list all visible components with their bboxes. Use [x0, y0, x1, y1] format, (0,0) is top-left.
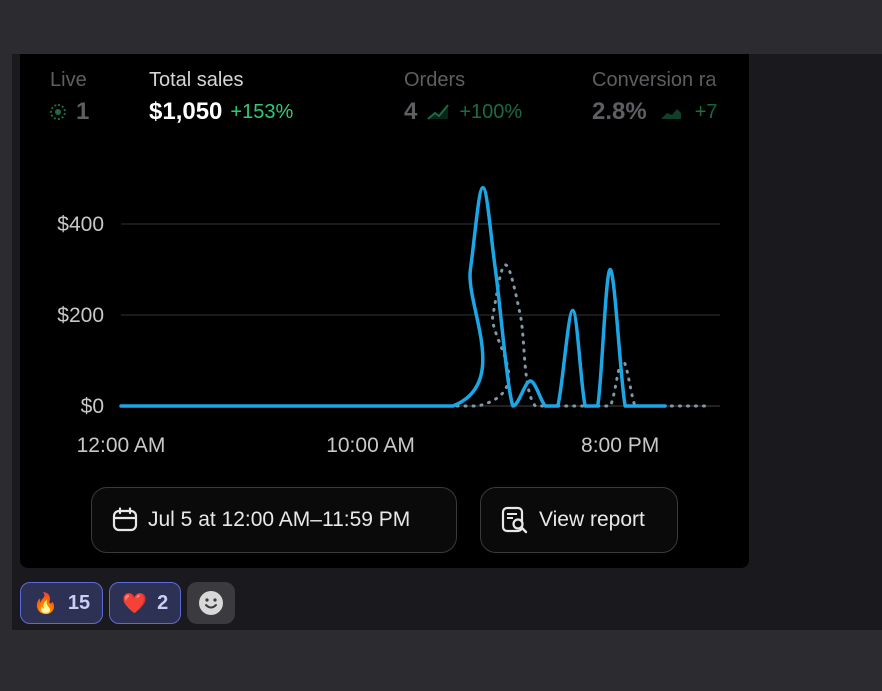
x-tick-label: 8:00 PM: [581, 434, 659, 457]
sales-card: Live 1 Total sales $1,050 +153% Orders 4…: [20, 54, 749, 568]
reaction-fire-button[interactable]: 🔥 15: [20, 582, 104, 624]
metric-orders: Orders 4 +100%: [404, 68, 522, 126]
x-tick-label: 12:00 AM: [77, 434, 166, 457]
heart-emoji-icon: ❤️: [122, 592, 148, 615]
fire-emoji-icon: 🔥: [33, 592, 58, 615]
reaction-heart-count: 2: [157, 591, 169, 614]
view-report-button[interactable]: View report: [480, 487, 678, 553]
trend-up-icon: [660, 109, 681, 119]
metrics-fade-overlay: [709, 54, 749, 124]
date-range-label: Jul 5 at 12:00 AM–11:59 PM: [148, 508, 411, 531]
metric-orders-value: 4: [404, 98, 418, 125]
sales-line-chart: $400 $200 $0 12:00 AM 10:00 AM 8:00 PM: [57, 185, 720, 457]
smiley-face-icon: [199, 591, 224, 615]
metric-conversion-value: 2.8%: [592, 98, 647, 125]
view-report-label: View report: [539, 508, 645, 531]
series-line-current: [119, 185, 667, 408]
y-tick-label: $200: [57, 304, 104, 327]
live-indicator-icon: [50, 104, 66, 120]
y-tick-label: $0: [81, 395, 104, 418]
metric-sales-label: Total sales: [149, 69, 244, 91]
metric-conversion-label: Conversion ra: [592, 69, 717, 91]
metric-live: Live 1: [50, 68, 89, 126]
metric-orders-change: +100%: [459, 100, 523, 123]
trend-up-icon: [427, 104, 450, 120]
reaction-fire-count: 15: [67, 591, 91, 614]
date-range-button[interactable]: Jul 5 at 12:00 AM–11:59 PM: [91, 487, 457, 553]
metric-sales-value: $1,050: [149, 98, 223, 125]
metric-orders-label: Orders: [404, 69, 466, 91]
add-reaction-button[interactable]: [187, 582, 236, 624]
y-tick-label: $400: [57, 213, 104, 236]
calendar-icon: [112, 507, 138, 532]
metric-total-sales: Total sales $1,050 +153%: [149, 68, 293, 126]
metric-live-label: Live: [50, 69, 87, 91]
x-tick-label: 10:00 AM: [326, 434, 415, 457]
report-search-icon: [501, 506, 528, 534]
reactions-bar: 🔥 15 ❤️ 2: [20, 582, 236, 624]
metric-live-value: 1: [76, 98, 90, 125]
metric-conversion: Conversion ra 2.8% +7: [592, 68, 718, 126]
metric-sales-change: +153%: [230, 100, 294, 123]
reaction-heart-button[interactable]: ❤️ 2: [109, 582, 182, 624]
